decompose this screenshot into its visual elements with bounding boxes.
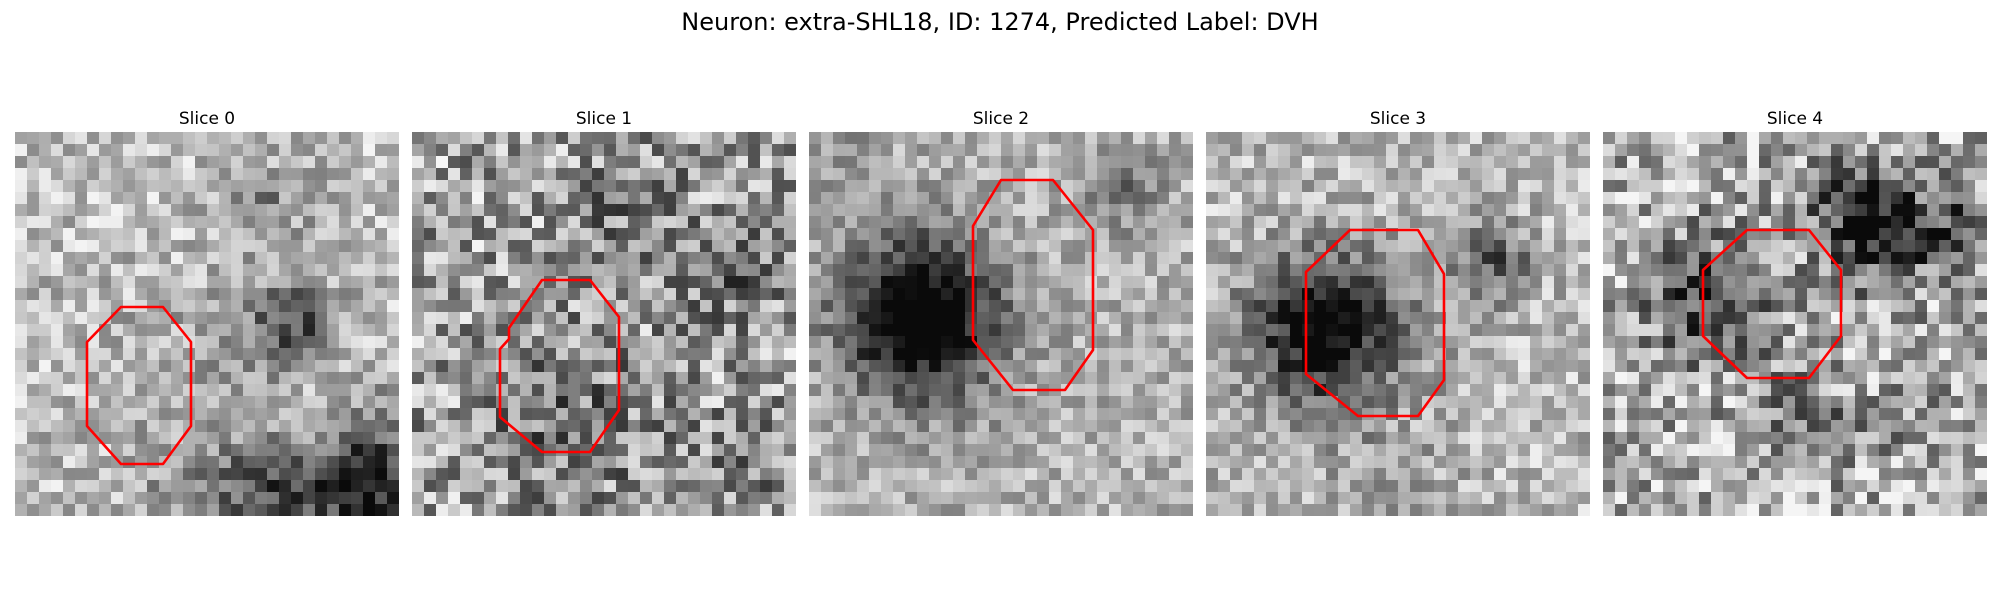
- slice-image: [15, 132, 399, 516]
- slice-title: Slice 0: [178, 109, 236, 129]
- slice-panel-3: Slice 3: [1206, 108, 1590, 516]
- slice-image: [1206, 132, 1590, 516]
- slice-panel-2: Slice 2: [809, 108, 1193, 516]
- slice-title: Slice 4: [1766, 109, 1824, 129]
- slice-image: [809, 132, 1193, 516]
- slice-image: [412, 132, 796, 516]
- slice-image: [1603, 132, 1987, 516]
- slice-panel-0: Slice 0: [15, 108, 399, 516]
- neuron-outline: [1304, 228, 1446, 418]
- figure-title: Neuron: extra-SHL18, ID: 1274, Predicted…: [681, 8, 1319, 36]
- neuron-outline: [85, 305, 193, 466]
- slice-panel-4: Slice 4: [1603, 108, 1987, 516]
- slice-title: Slice 3: [1369, 109, 1427, 129]
- neuron-outline: [971, 178, 1095, 392]
- slice-title: Slice 1: [575, 109, 633, 129]
- neuron-outline: [498, 278, 621, 454]
- neuron-outline: [1701, 228, 1843, 380]
- slice-panel-1: Slice 1: [412, 108, 796, 516]
- slice-title: Slice 2: [972, 109, 1030, 129]
